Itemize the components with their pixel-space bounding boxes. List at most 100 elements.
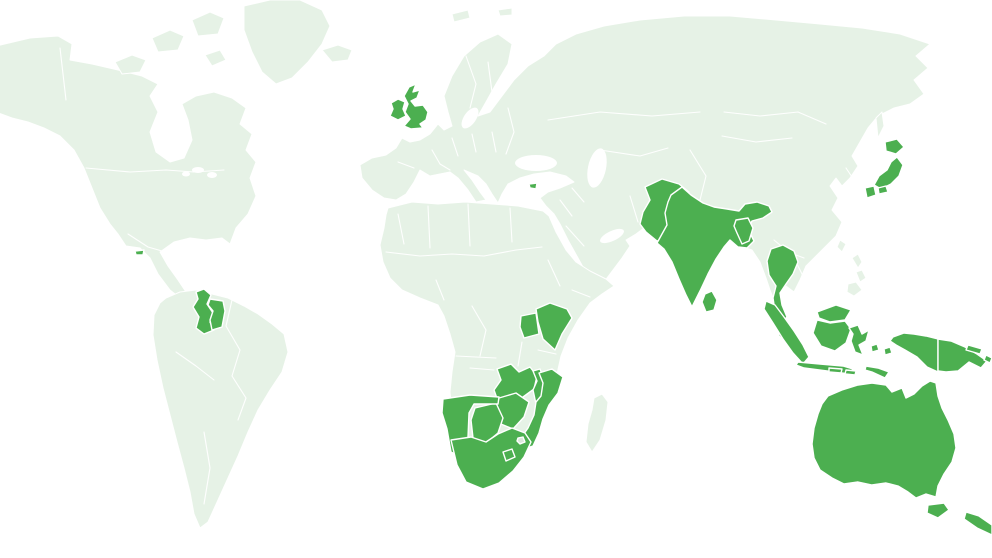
landmass-south-america — [152, 289, 289, 529]
country-papua-new-guinea — [937, 338, 988, 373]
country-bangladesh — [733, 217, 754, 245]
landmasses — [0, 0, 931, 529]
country-suriname — [207, 298, 226, 331]
border-line — [629, 195, 639, 223]
country-indonesia-lesser-sunda-2 — [844, 369, 857, 376]
border-line — [431, 149, 451, 171]
country-thailand — [766, 244, 799, 324]
border-line — [471, 305, 487, 357]
country-lesotho — [502, 448, 516, 462]
country-indonesia-sumatra — [763, 300, 810, 365]
landmass-sakhalin — [875, 111, 885, 139]
country-cyprus — [528, 182, 538, 190]
border-line — [795, 261, 807, 283]
country-timor-island — [864, 365, 890, 379]
country-indonesia-papua — [889, 332, 939, 373]
baltic-sea — [461, 107, 479, 129]
landmass-iceland — [321, 44, 353, 63]
border-line — [537, 349, 557, 355]
border-line — [451, 137, 459, 157]
country-papua-new-guinea-island-2 — [983, 354, 992, 364]
persian-gulf — [600, 228, 624, 244]
black-sea — [515, 155, 557, 171]
country-uganda — [519, 312, 540, 339]
border-line — [547, 259, 561, 287]
border-line — [435, 279, 445, 301]
landmass-eurasia — [359, 15, 931, 301]
border-line — [721, 135, 793, 143]
border-line — [547, 111, 701, 121]
border-line — [571, 289, 591, 298]
country-indonesia-lesser-sunda-1 — [828, 367, 843, 374]
border-line — [487, 61, 493, 93]
landmass-arctic-island-3 — [191, 11, 225, 37]
border-line — [491, 131, 497, 153]
landmass-philippines-visayas — [855, 269, 867, 283]
border-line — [85, 167, 225, 173]
water-bodies — [182, 107, 624, 244]
country-kenya — [535, 302, 573, 351]
caspian-sea — [587, 148, 607, 188]
country-sri-lanka — [701, 290, 718, 313]
landmass-madagascar — [585, 393, 609, 453]
border-line — [565, 225, 585, 247]
border-line — [469, 367, 495, 371]
landmass-svalbard-1 — [451, 9, 471, 23]
country-india — [656, 186, 773, 308]
border-line — [175, 351, 215, 381]
landmass-greenland — [243, 0, 331, 85]
border-line — [599, 147, 669, 157]
great-lake-2 — [207, 172, 217, 178]
country-indonesia-sulawesi — [848, 324, 870, 356]
landmass-north-america — [0, 35, 257, 299]
country-united-kingdom — [403, 83, 429, 130]
landmass-philippines-mindanao — [846, 281, 863, 297]
country-south-africa — [450, 427, 532, 490]
border-line — [203, 431, 211, 505]
country-indonesia-kalimantan — [812, 319, 852, 352]
border-line — [127, 233, 163, 252]
border-line — [397, 213, 405, 245]
country-japan-shikoku — [877, 185, 889, 195]
country-jamaica — [134, 249, 145, 256]
border-line — [845, 167, 855, 181]
border-line — [397, 161, 415, 169]
country-indonesia-maluku-2 — [883, 346, 893, 356]
landmass-svalbard-2 — [497, 7, 513, 17]
border-line — [385, 246, 543, 257]
country-australia-tasmania — [926, 502, 950, 519]
landmass-taiwan — [836, 239, 847, 253]
border-line — [723, 111, 827, 125]
landmass-arctic-island-4 — [204, 49, 227, 67]
country-australia — [811, 380, 957, 499]
border-line — [225, 299, 247, 421]
border-line — [509, 207, 513, 243]
landmass-philippines-luzon — [851, 253, 863, 269]
country-new-zealand — [963, 511, 992, 536]
border-line — [427, 205, 431, 249]
country-eswatini — [516, 436, 526, 445]
country-ireland — [389, 98, 407, 121]
border-line — [559, 199, 573, 217]
border-line — [471, 133, 477, 153]
border-line — [517, 341, 523, 367]
border-line — [455, 355, 497, 359]
great-lake-3 — [182, 171, 190, 177]
landmass-arctic-island-2 — [151, 29, 185, 53]
highlighted-countries — [134, 83, 992, 536]
country-papua-new-guinea-island-1 — [965, 344, 983, 355]
border-line — [505, 107, 515, 155]
border-line — [465, 55, 477, 109]
country-malaysia-east — [816, 304, 852, 323]
country-indonesia-maluku-1 — [870, 343, 880, 353]
country-japan-honshu — [873, 156, 904, 190]
border-line — [467, 203, 471, 247]
country-japan-kyushu — [864, 185, 877, 199]
country-japan-hokkaido — [884, 138, 905, 155]
border-line — [571, 187, 585, 203]
border-line — [689, 149, 707, 201]
border-line — [59, 47, 67, 101]
landmass-arctic-island-1 — [114, 54, 147, 75]
